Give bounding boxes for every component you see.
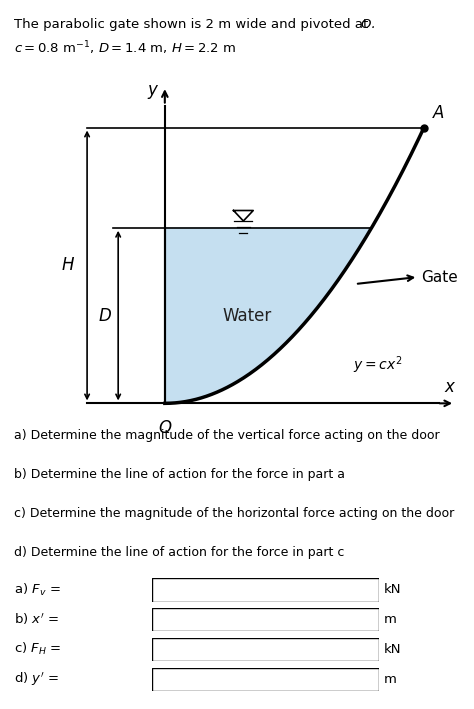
Text: d) Determine the line of action for the force in part c: d) Determine the line of action for the …: [14, 546, 345, 559]
Text: $A$: $A$: [432, 104, 445, 122]
Text: kN: kN: [384, 643, 401, 656]
Text: d) $y'$ =: d) $y'$ =: [14, 671, 59, 688]
Text: $c = 0.8\ \mathrm{m^{-1}}$, $D = 1.4\ \mathrm{m}$, $H = 2.2\ \mathrm{m}$: $c = 0.8\ \mathrm{m^{-1}}$, $D = 1.4\ \m…: [14, 39, 236, 57]
Text: m: m: [384, 613, 397, 626]
Text: m: m: [384, 673, 397, 686]
Text: $H$: $H$: [61, 257, 75, 274]
Text: kN: kN: [384, 584, 401, 596]
Text: Water: Water: [223, 306, 272, 325]
Text: c) Determine the magnitude of the horizontal force acting on the door: c) Determine the magnitude of the horizo…: [14, 507, 455, 520]
Polygon shape: [165, 228, 372, 403]
Text: b) Determine the line of action for the force in part a: b) Determine the line of action for the …: [14, 468, 345, 481]
Text: $y = cx^2$: $y = cx^2$: [353, 354, 402, 376]
Text: a) $F_v$ =: a) $F_v$ =: [14, 582, 61, 598]
Text: Gate: Gate: [421, 269, 457, 284]
Text: a) Determine the magnitude of the vertical force acting on the door: a) Determine the magnitude of the vertic…: [14, 429, 440, 442]
Text: $x$: $x$: [444, 379, 456, 396]
Text: $O$.: $O$.: [360, 18, 376, 30]
Text: The parabolic gate shown is 2 m wide and pivoted at: The parabolic gate shown is 2 m wide and…: [14, 18, 373, 30]
Text: b) $x'$ =: b) $x'$ =: [14, 612, 59, 627]
Text: $y$: $y$: [147, 83, 160, 101]
Text: c) $F_H$ =: c) $F_H$ =: [14, 642, 62, 657]
Text: $D$: $D$: [98, 306, 112, 325]
Text: $O$: $O$: [158, 418, 172, 437]
